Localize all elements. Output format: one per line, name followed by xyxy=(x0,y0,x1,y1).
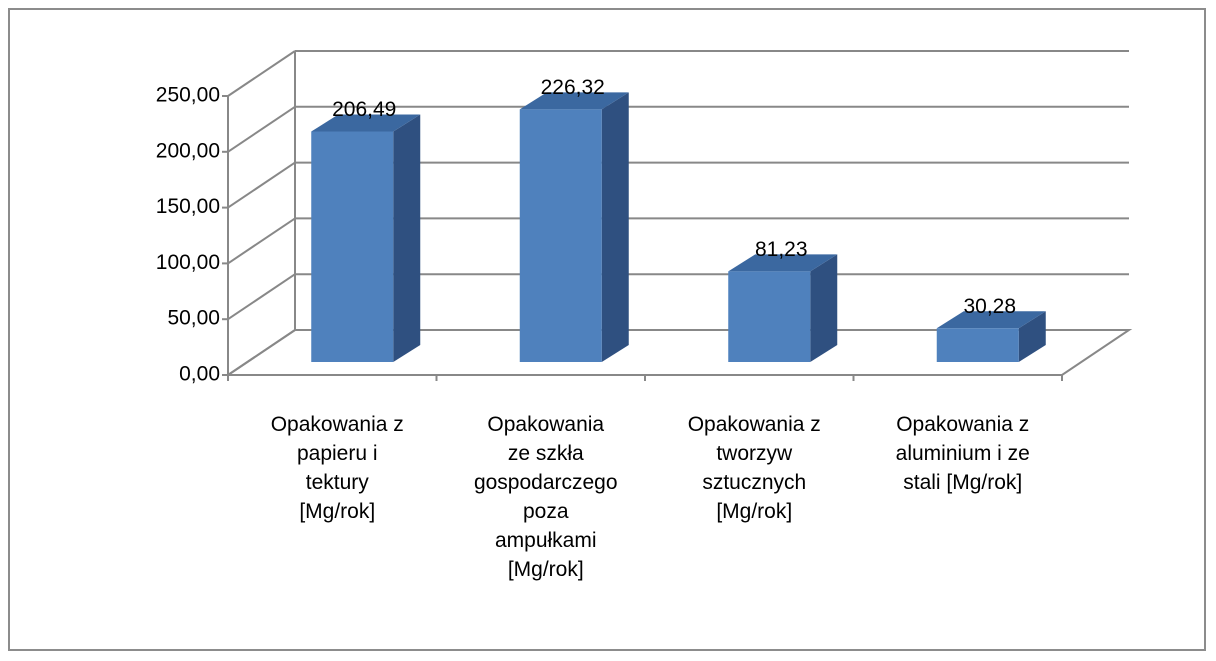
bar-front xyxy=(519,109,602,362)
grid-line xyxy=(227,273,296,321)
x-tick-label: Opakowania ze szkła gospodarczego poza a… xyxy=(473,413,618,581)
bar-side xyxy=(1018,311,1046,362)
bar-front xyxy=(311,131,394,362)
value-label: 206,49 xyxy=(332,98,396,121)
bar-top xyxy=(728,254,838,272)
grid-line xyxy=(227,329,296,376)
chart-frame xyxy=(8,8,1206,651)
y-tick-label: 100,00 xyxy=(156,251,220,274)
bar xyxy=(311,114,421,362)
bar-front xyxy=(936,328,1019,362)
y-tick-label: 200,00 xyxy=(156,139,220,162)
bar xyxy=(728,254,838,362)
bar-side xyxy=(810,254,838,362)
y-tick-label: 250,00 xyxy=(156,84,220,107)
bar xyxy=(936,311,1046,362)
bar-top xyxy=(311,114,421,132)
bar-top xyxy=(936,311,1046,329)
grid-line xyxy=(227,161,296,209)
bar-top xyxy=(519,92,629,110)
value-label: 30,28 xyxy=(963,295,1016,318)
grid-line xyxy=(227,50,296,97)
value-label: 81,23 xyxy=(755,238,808,261)
bar-side xyxy=(393,114,421,362)
y-tick-label: 0,00 xyxy=(179,363,220,386)
x-tick-label: Opakowania z papieru i tektury [Mg/rok] xyxy=(270,413,404,523)
x-tick-label: Opakowania z aluminium i ze stali [Mg/ro… xyxy=(895,413,1030,494)
grid-line xyxy=(227,105,296,153)
y-tick-label: 150,00 xyxy=(156,195,220,218)
bar xyxy=(519,92,629,362)
x-tick-label: Opakowania z tworzyw sztucznych [Mg/rok] xyxy=(687,413,821,523)
bar-front xyxy=(728,271,811,362)
grid-line xyxy=(227,217,296,265)
value-label: 226,32 xyxy=(541,76,605,99)
bar-side xyxy=(601,92,629,362)
y-tick-label: 50,00 xyxy=(167,307,220,330)
